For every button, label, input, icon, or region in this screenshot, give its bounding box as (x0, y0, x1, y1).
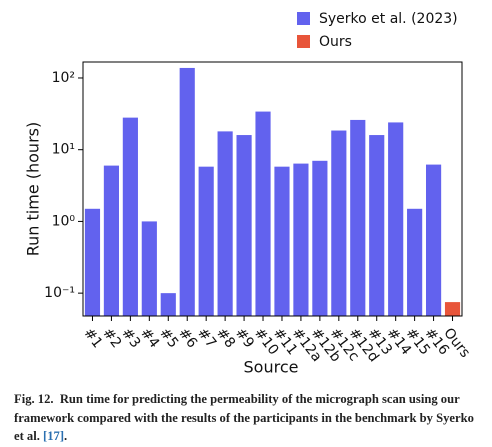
legend-label: Syerko et al. (2023) (319, 11, 458, 27)
chart: Source Run time (hours) 10⁻¹10⁰10¹10²#1#… (24, 11, 474, 377)
bar (425, 164, 442, 316)
bar (122, 117, 138, 316)
bar (255, 111, 271, 316)
bar (369, 135, 385, 316)
bar (350, 119, 366, 317)
y-tick-label: 10⁻¹ (44, 285, 75, 301)
bar (312, 160, 328, 316)
bar (236, 135, 252, 316)
legend-swatch (297, 35, 310, 48)
bar (198, 166, 214, 316)
caption-suffix: . (64, 429, 68, 443)
caption-ref: [17] (43, 429, 65, 443)
bar (217, 131, 233, 316)
bar (388, 122, 404, 317)
bar (331, 130, 347, 316)
bar (444, 302, 461, 316)
caption: Fig. 12. Run time for predicting the per… (14, 390, 486, 446)
bar (274, 166, 290, 316)
plot-frame (82, 61, 463, 317)
bar (84, 208, 101, 316)
legend-swatch (297, 12, 310, 25)
caption-text: Run time for predicting the permeability… (14, 392, 474, 443)
bar (141, 221, 157, 316)
x-axis-label: Source (244, 358, 299, 377)
bar (293, 163, 309, 316)
bar (103, 165, 120, 316)
legend-label: Ours (319, 34, 352, 50)
y-tick-label: 10² (52, 70, 75, 86)
y-tick-label: 10¹ (52, 142, 75, 158)
caption-label: Fig. 12. (14, 392, 54, 406)
bar (179, 67, 195, 316)
y-tick-label: 10⁰ (52, 213, 76, 229)
bar (160, 293, 176, 316)
bar (407, 208, 423, 316)
y-axis-label: Run time (hours) (24, 122, 43, 256)
